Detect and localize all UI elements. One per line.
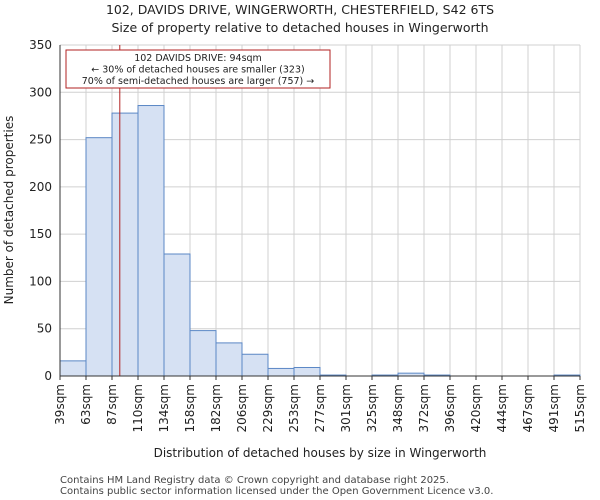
annotation-box: 102 DAVIDS DRIVE: 94sqm ← 30% of detache… [65, 49, 331, 89]
x-tick-label: 39sqm [53, 384, 67, 425]
x-tick-label: 134sqm [157, 384, 171, 432]
bar [163, 253, 191, 377]
bar [293, 366, 321, 377]
x-tick-label: 110sqm [131, 384, 145, 432]
bar [267, 367, 295, 377]
y-tick-label: 250 [29, 133, 52, 147]
bars-layer [59, 105, 581, 377]
y-tick-label: 200 [29, 180, 52, 194]
y-tick-label: 350 [29, 38, 52, 52]
y-tick-labels: 0 50 100 150 200 250 300 350 [29, 38, 52, 383]
annotation-line3: 70% of semi-detached houses are larger (… [82, 76, 315, 87]
x-tick-label: 301sqm [339, 384, 353, 432]
x-tick-label: 467sqm [521, 384, 535, 432]
bar [215, 342, 243, 377]
x-tick-label: 182sqm [209, 384, 223, 432]
x-tick-label: 348sqm [391, 384, 405, 432]
y-tick-label: 50 [37, 322, 52, 336]
axes-layer [59, 45, 581, 380]
annotation-frame [65, 49, 331, 89]
y-tick-label: 0 [44, 369, 52, 383]
x-tick-label: 491sqm [547, 384, 561, 432]
x-tick-label: 63sqm [79, 384, 93, 425]
x-tick-label: 229sqm [261, 384, 275, 432]
annotation-line2: ← 30% of detached houses are smaller (32… [91, 65, 304, 76]
x-axis-label: Distribution of detached houses by size … [154, 446, 487, 460]
bar [85, 137, 113, 377]
x-tick-label: 325sqm [365, 384, 379, 432]
x-tick-label: 420sqm [469, 384, 483, 432]
x-tick-label: 515sqm [573, 384, 587, 432]
x-tick-label: 158sqm [183, 384, 197, 432]
x-tick-label: 253sqm [287, 384, 301, 432]
x-tick-label: 396sqm [443, 384, 457, 432]
annotation-line1: 102 DAVIDS DRIVE: 94sqm [134, 53, 262, 64]
bar [111, 112, 139, 377]
bar [59, 360, 87, 377]
chart-title-line1: 102, DAVIDS DRIVE, WINGERWORTH, CHESTERF… [106, 2, 494, 17]
y-tick-label: 150 [29, 227, 52, 241]
x-tick-label: 87sqm [105, 384, 119, 425]
y-tick-label: 300 [29, 85, 52, 99]
bar [189, 330, 217, 377]
footer-line1: Contains HM Land Registry data © Crown c… [60, 475, 449, 486]
bar [241, 353, 269, 377]
x-tick-label: 277sqm [313, 384, 327, 432]
x-tick-label: 444sqm [495, 384, 509, 432]
x-tick-label: 372sqm [417, 384, 431, 432]
chart-title-line2: Size of property relative to detached ho… [112, 20, 489, 35]
x-tick-labels: 39sqm 63sqm 87sqm 110sqm 134sqm 158sqm 182sqm 2… [53, 384, 587, 432]
x-tick-label: 206sqm [235, 384, 249, 432]
bar [137, 105, 165, 377]
y-tick-label: 100 [29, 274, 52, 288]
y-axis-label: Number of detached properties [2, 116, 16, 305]
footer-line2: Contains public sector information licen… [60, 486, 493, 497]
